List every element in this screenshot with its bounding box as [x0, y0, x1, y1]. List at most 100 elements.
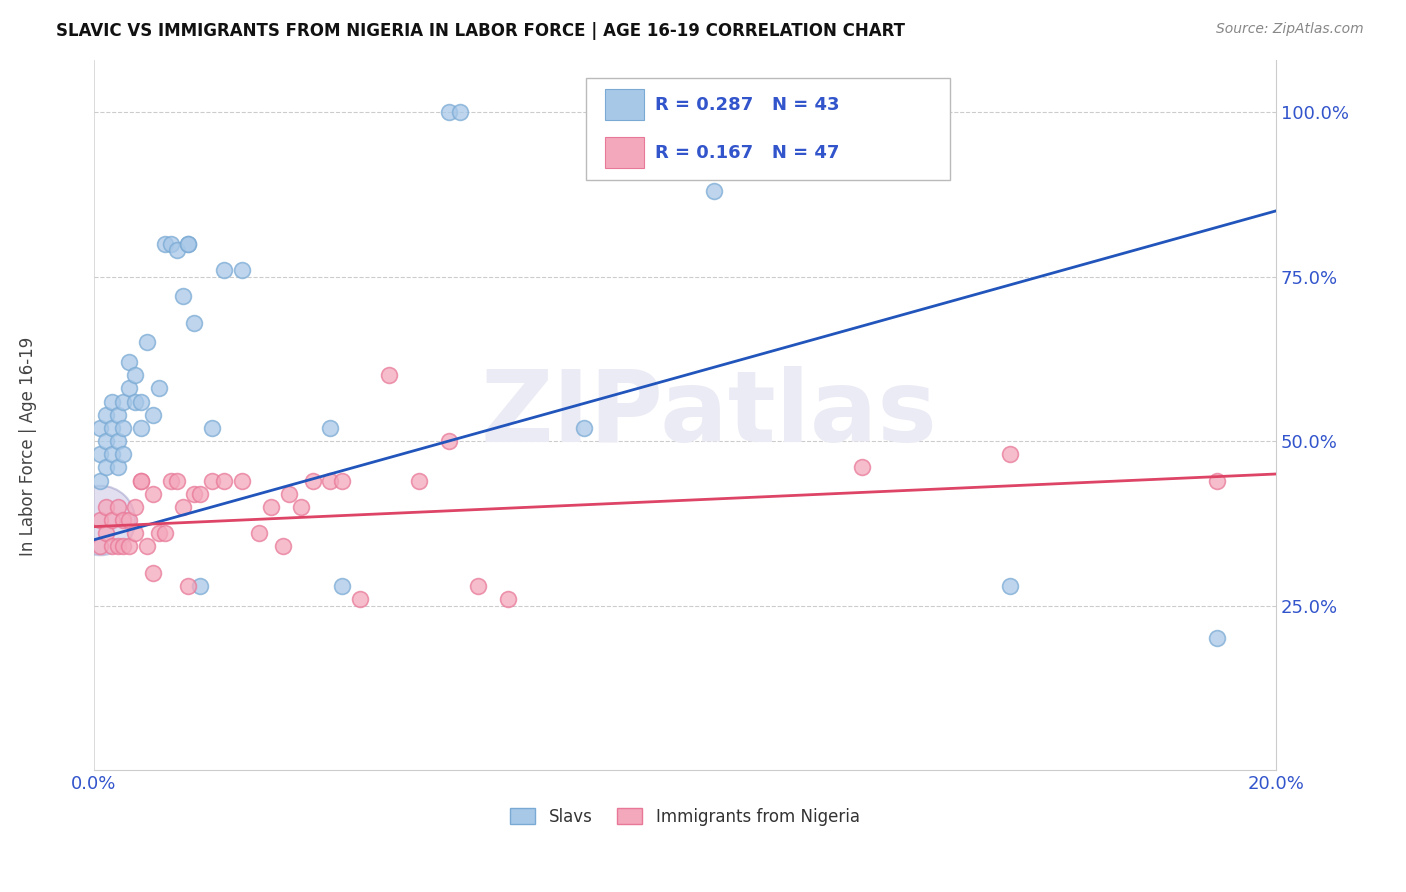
Point	[100, 447, 122, 461]
Point	[148, 526, 170, 541]
Point	[159, 474, 181, 488]
Point	[129, 394, 152, 409]
Text: R = 0.287   N = 43: R = 0.287 N = 43	[655, 95, 839, 114]
Text: Source: ZipAtlas.com: Source: ZipAtlas.com	[1216, 22, 1364, 37]
Bar	[605, 89, 644, 120]
Point	[301, 474, 323, 488]
Point	[129, 474, 152, 488]
Point	[201, 421, 224, 435]
Point	[148, 382, 170, 396]
FancyBboxPatch shape	[586, 78, 949, 179]
Point	[183, 316, 205, 330]
Point	[260, 500, 283, 514]
Point	[94, 434, 117, 449]
Point	[231, 263, 253, 277]
Point	[998, 447, 1021, 461]
Point	[437, 434, 460, 449]
Point	[183, 487, 205, 501]
Point	[212, 474, 235, 488]
Point	[349, 591, 371, 606]
Point	[89, 474, 111, 488]
Legend: Slavs, Immigrants from Nigeria: Slavs, Immigrants from Nigeria	[510, 807, 859, 826]
Point	[112, 513, 135, 527]
Point	[437, 105, 460, 120]
Point	[330, 474, 353, 488]
Point	[159, 236, 181, 251]
Point	[118, 355, 141, 369]
Point	[496, 591, 519, 606]
Point	[177, 236, 200, 251]
Point	[142, 408, 165, 422]
Point	[112, 447, 135, 461]
Point	[330, 579, 353, 593]
Point	[89, 421, 111, 435]
Text: R = 0.167   N = 47: R = 0.167 N = 47	[655, 144, 839, 161]
Point	[166, 474, 188, 488]
Point	[271, 540, 294, 554]
Point	[278, 487, 301, 501]
Point	[107, 408, 129, 422]
Point	[319, 474, 342, 488]
Point	[112, 394, 135, 409]
Point	[212, 263, 235, 277]
Point	[136, 540, 159, 554]
Point	[166, 244, 188, 258]
Point	[378, 368, 401, 383]
Point	[249, 526, 271, 541]
Point	[94, 408, 117, 422]
Point	[89, 540, 111, 554]
Point	[107, 460, 129, 475]
Point	[118, 382, 141, 396]
Point	[118, 513, 141, 527]
Point	[188, 579, 211, 593]
Point	[89, 513, 111, 527]
Text: SLAVIC VS IMMIGRANTS FROM NIGERIA IN LABOR FORCE | AGE 16-19 CORRELATION CHART: SLAVIC VS IMMIGRANTS FROM NIGERIA IN LAB…	[56, 22, 905, 40]
Point	[177, 236, 200, 251]
Point	[94, 460, 117, 475]
Point	[100, 513, 122, 527]
Point	[94, 500, 117, 514]
Point	[467, 579, 489, 593]
Point	[290, 500, 312, 514]
Point	[107, 434, 129, 449]
Point	[142, 566, 165, 580]
Point	[408, 474, 430, 488]
Point	[172, 500, 194, 514]
Text: ZIPatlas: ZIPatlas	[479, 367, 936, 463]
Point	[112, 421, 135, 435]
Point	[188, 487, 211, 501]
Bar	[605, 137, 644, 169]
Point	[142, 487, 165, 501]
Point	[107, 540, 129, 554]
Point	[851, 460, 873, 475]
Point	[136, 335, 159, 350]
Point	[201, 474, 224, 488]
Point	[100, 421, 122, 435]
Point	[112, 540, 135, 554]
Point	[118, 540, 141, 554]
Point	[177, 579, 200, 593]
Point	[998, 579, 1021, 593]
Point	[574, 421, 596, 435]
Point	[124, 368, 146, 383]
Point	[124, 526, 146, 541]
Point	[153, 526, 176, 541]
Point	[129, 474, 152, 488]
Point	[100, 540, 122, 554]
Point	[1205, 632, 1227, 646]
Point	[319, 421, 342, 435]
Point	[703, 184, 725, 198]
Point	[100, 394, 122, 409]
Point	[89, 447, 111, 461]
Text: In Labor Force | Age 16-19: In Labor Force | Age 16-19	[20, 336, 37, 556]
Point	[172, 289, 194, 303]
Point	[231, 474, 253, 488]
Point	[1205, 474, 1227, 488]
Point	[449, 105, 471, 120]
Point	[124, 394, 146, 409]
Point	[94, 526, 117, 541]
Point	[124, 500, 146, 514]
Point	[107, 500, 129, 514]
Point	[153, 236, 176, 251]
Point	[129, 421, 152, 435]
